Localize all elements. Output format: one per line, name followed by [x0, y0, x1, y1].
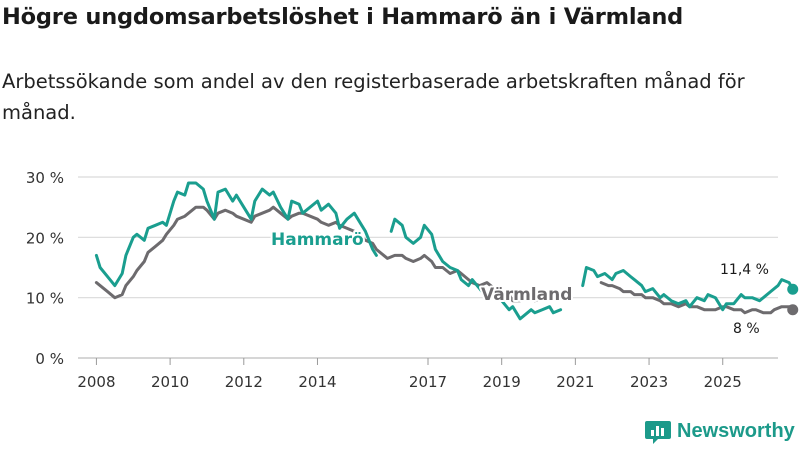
x-tick-label: 2008	[77, 373, 115, 391]
x-tick-label: 2023	[630, 373, 668, 391]
brand-name: Newsworthy	[677, 419, 795, 442]
series-label-varmland: Värmland	[481, 285, 572, 305]
grid-layer: 0 % 10 % 20 % 30 % 2008 2010 2012 2014 2017 2019 2…	[26, 169, 778, 391]
x-tick-label: 2021	[556, 373, 594, 391]
chart-subtitle: Arbetssökande som andel av den registerb…	[2, 70, 745, 124]
y-tick-label: 30 %	[26, 169, 64, 187]
x-tick-label: 2019	[483, 373, 521, 391]
end-label-hammaro: 11,4 %	[720, 262, 769, 278]
end-label-varmland: 8 %	[733, 321, 760, 337]
series-layer	[94, 181, 799, 321]
x-tick-label: 2025	[704, 373, 742, 391]
chart-title: Högre ungdomsarbetslöshet i Hammarö än i…	[2, 4, 684, 30]
end-marker-varmland	[787, 304, 799, 316]
series-line-hammaro	[389, 217, 563, 321]
y-tick-label: 20 %	[26, 229, 64, 247]
y-tick-label: 10 %	[26, 290, 64, 308]
newsworthy-logo: Newsworthy	[645, 418, 795, 444]
x-tick-label: 2017	[409, 373, 447, 391]
end-marker-hammaro	[787, 283, 799, 295]
y-tick-label: 0 %	[35, 350, 64, 368]
x-tick-label: 2012	[225, 373, 263, 391]
series-line-varmland	[94, 205, 555, 303]
x-tick-label: 2010	[151, 373, 189, 391]
bar-chart-icon	[645, 421, 671, 444]
series-line-hammaro	[94, 181, 378, 288]
label-layer: Hammarö Värmland 11,4 % 8 %	[269, 228, 771, 339]
series-label-hammaro: Hammarö	[271, 230, 364, 250]
series-line-hammaro	[581, 266, 795, 312]
series-line-varmland	[599, 281, 795, 315]
x-tick-label: 2014	[298, 373, 336, 391]
